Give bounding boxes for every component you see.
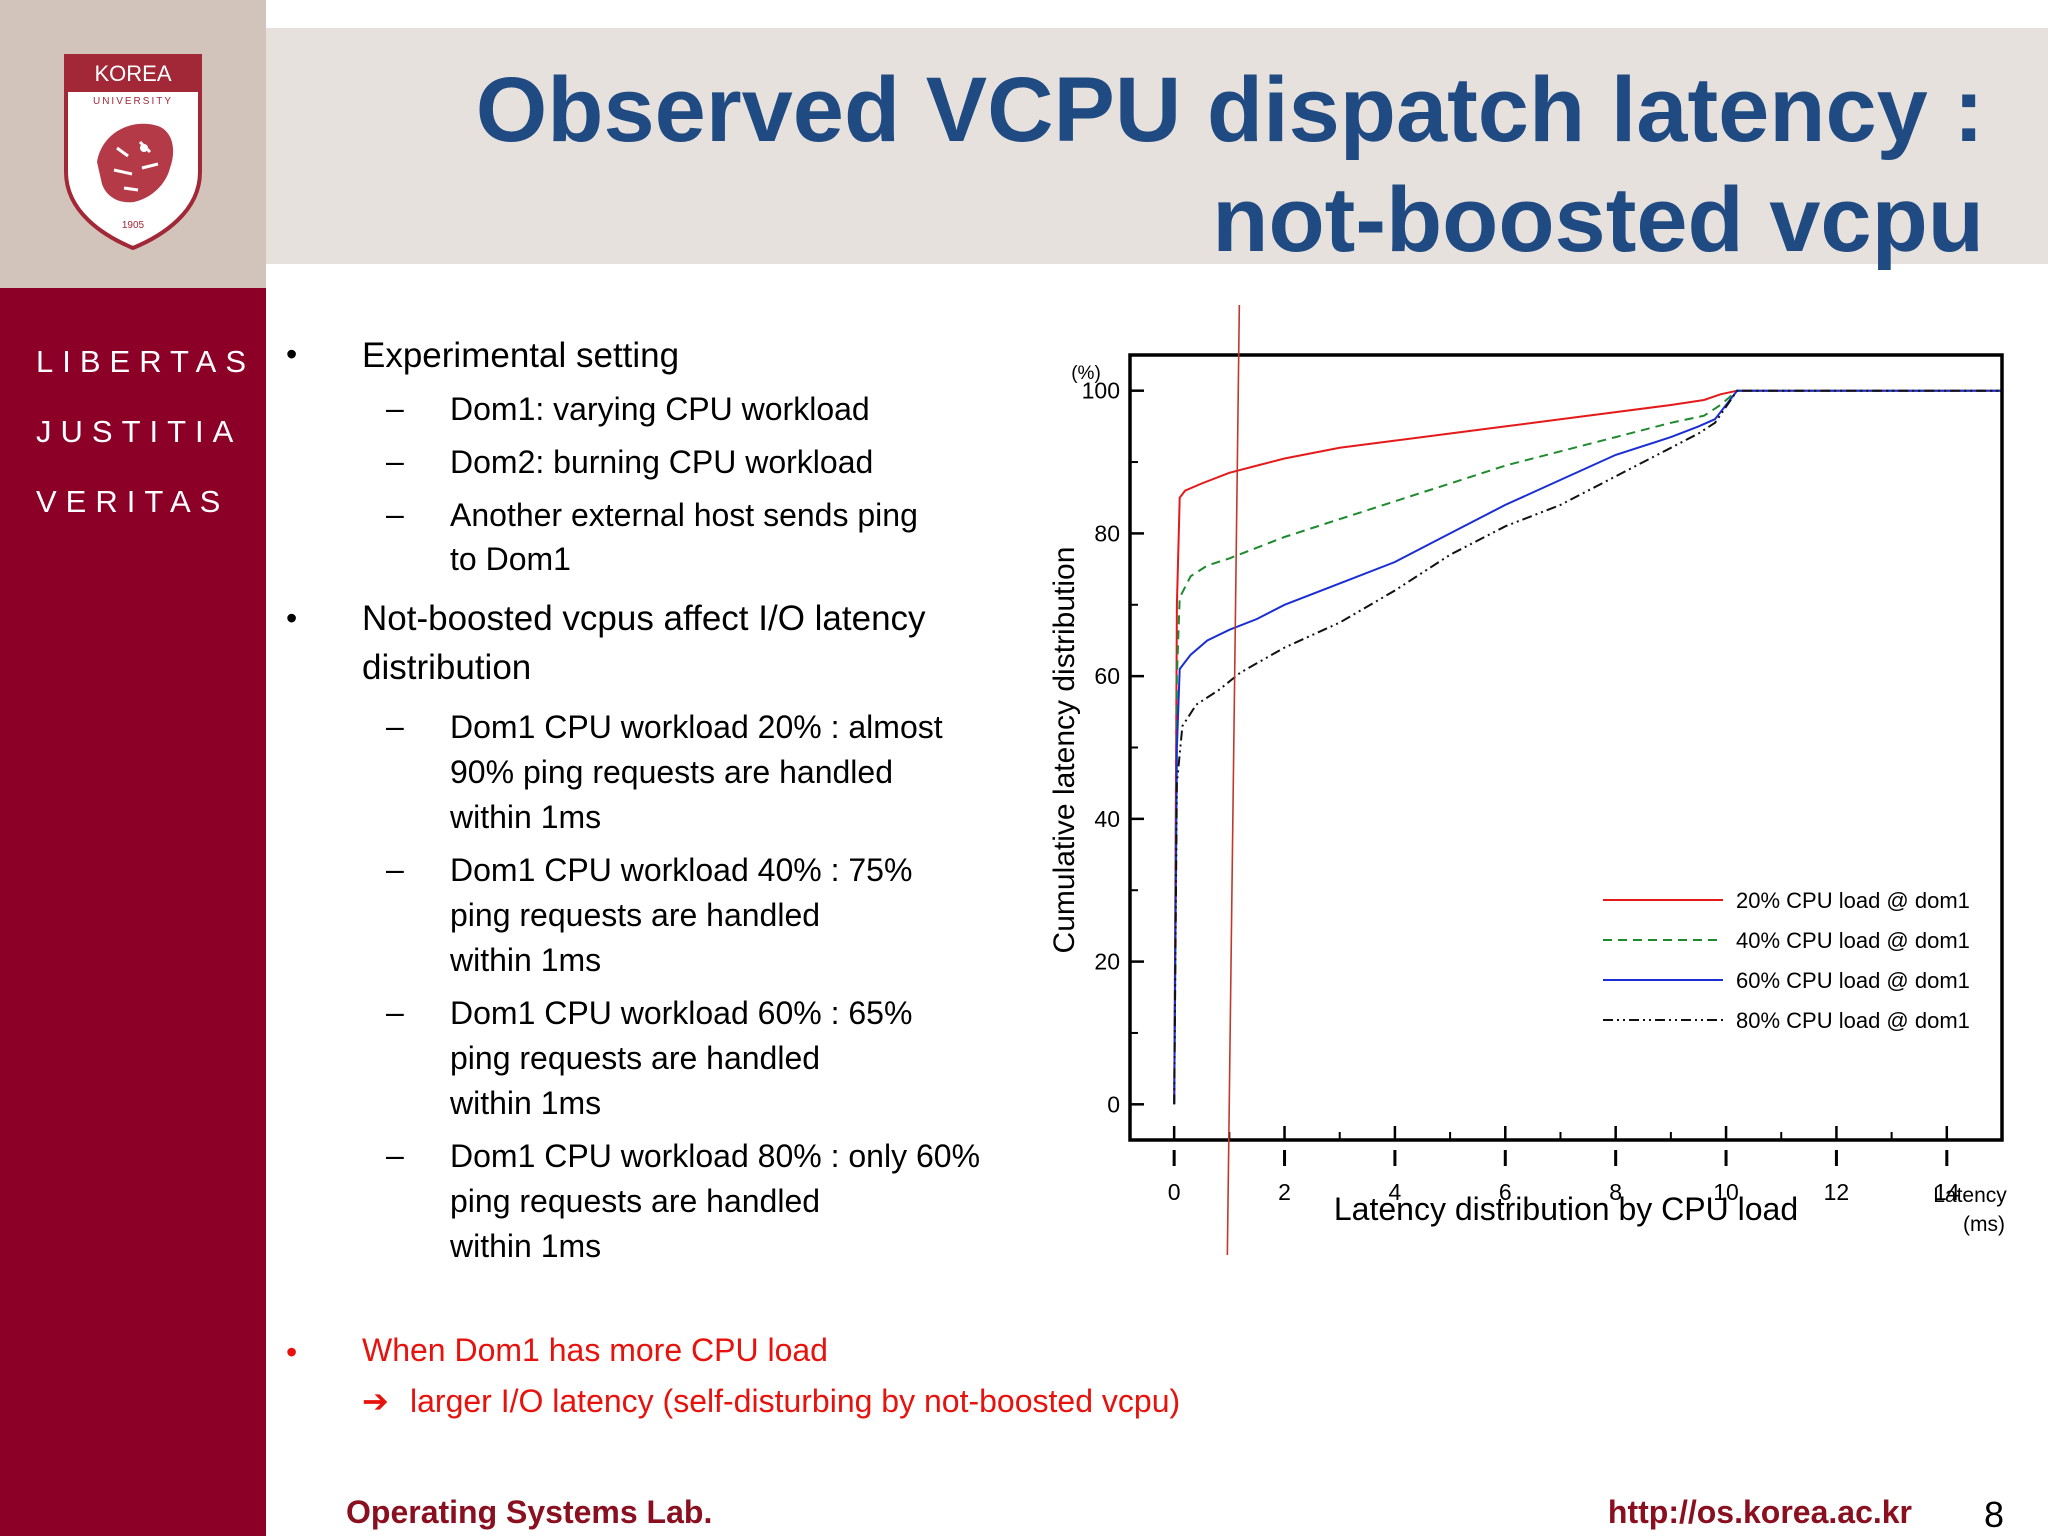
sub-item-dom1: Dom1: varying CPU workload [450,391,870,427]
legend-label: 40% CPU load @ dom1 [1736,928,1970,953]
sub-item-80-line3: within 1ms [450,1228,602,1264]
legend-label: 80% CPU load @ dom1 [1736,1008,1970,1033]
series-line-4 [1173,389,2002,1105]
motto-veritas: VERITAS [36,484,230,519]
sub-item-external-host: Another external host sends ping [450,497,918,533]
x-tick-label: 14 [1934,1179,1960,1205]
x-tick-label: 4 [1389,1179,1402,1205]
sub-item-60-line2: ping requests are handled [450,1040,821,1076]
dash-marker: – [386,994,404,1030]
dash-marker: – [386,708,404,744]
latency-marker-line [1226,304,1241,1256]
x-unit-label-line2: (ms) [1963,1213,2005,1236]
y-tick-label: 20 [1094,949,1120,975]
sub-item-60-line3: within 1ms [450,1085,602,1121]
x-axis-label: Latency distribution by CPU load [1334,1191,1798,1227]
sub-item-40-line2: ping requests are handled [450,897,821,933]
y-tick-label: 0 [1107,1091,1120,1117]
bullet-dot: • [286,1334,298,1370]
sub-item-20-line1: Dom1 CPU workload 20% : almost [450,709,943,745]
x-tick-label: 2 [1278,1179,1291,1205]
dash-marker: – [386,390,404,426]
crest-year: 1905 [122,220,145,231]
legend-label: 20% CPU load @ dom1 [1736,888,1970,913]
bullet-not-boosted-line1: Not-boosted vcpus affect I/O latency [362,599,926,638]
x-tick-label: 8 [1609,1179,1622,1205]
series-line-2 [1173,389,2002,1105]
crest-top-text: KOREA [94,61,171,86]
bullet-conclusion-line1: When Dom1 has more CPU load [362,1332,828,1368]
sub-item-40-line3: within 1ms [450,942,602,978]
sub-item-20-line3: within 1ms [450,799,602,835]
crest-sub-text: UNIVERSITY [93,96,173,107]
sub-item-20-line2: 90% ping requests are handled [450,754,893,790]
sub-item-80-line1: Dom1 CPU workload 80% : only 60% [450,1138,981,1174]
footer-lab-name: Operating Systems Lab. [346,1494,713,1530]
sub-item-60-line1: Dom1 CPU workload 60% : 65% [450,995,913,1031]
university-crest-icon: KOREA UNIVERSITY 1905 [64,54,202,251]
bullet-not-boosted-line2: distribution [362,648,532,687]
bullet-experimental-setting: Experimental setting [362,336,680,375]
page-title-line1: Observed VCPU dispatch latency : [475,59,1984,161]
y-unit-label: (%) [1071,363,1101,384]
legend: 20% CPU load @ dom1 40% CPU load @ dom1 60… [1603,888,1970,1033]
legend-label: 60% CPU load @ dom1 [1736,968,1970,993]
x-tick-label: 10 [1713,1179,1739,1205]
dash-marker: – [386,1137,404,1173]
bullet-conclusion-line2: larger I/O latency (self-disturbing by n… [410,1383,1181,1419]
y-tick-label: 100 [1082,378,1120,404]
y-tick-label: 60 [1094,663,1120,689]
y-axis-label: Cumulative latency distribution [1048,547,1081,954]
sub-item-40-line1: Dom1 CPU workload 40% : 75% [450,852,913,888]
x-tick-label: 6 [1499,1179,1512,1205]
x-unit-label-line1: Latency [1933,1184,2007,1207]
dash-marker: – [386,851,404,887]
sub-item-external-host-cont: to Dom1 [450,541,571,577]
title-band: Observed VCPU dispatch latency : not-boo… [266,28,2048,271]
y-tick-label: 40 [1094,806,1120,832]
sidebar [0,288,266,1536]
latency-cdf-chart: 0 2 4 6 8 10 12 14 0 20 40 60 80 100 (%) Cumulative l… [1048,304,2007,1256]
page-title-line2: not-boosted vcpu [1212,169,1984,271]
motto-libertas: LIBERTAS [36,344,256,379]
series-line-1 [1173,389,2002,1105]
sub-item-80-line2: ping requests are handled [450,1183,821,1219]
arrow-icon: ➔ [362,1383,389,1419]
footer-url-link[interactable]: http://os.korea.ac.kr [1607,1494,1912,1530]
motto-justitia: JUSTITIA [36,414,243,449]
series-line-3 [1173,389,2002,1105]
page-number: 8 [1983,1494,2004,1535]
bullet-dot: • [286,600,298,636]
sub-item-dom2: Dom2: burning CPU workload [450,444,874,480]
x-tick-label: 0 [1168,1179,1181,1205]
y-tick-label: 80 [1094,520,1120,546]
x-tick-label: 12 [1824,1179,1850,1205]
dash-marker: – [386,496,404,532]
dash-marker: – [386,443,404,479]
bullet-dot: • [286,336,298,372]
